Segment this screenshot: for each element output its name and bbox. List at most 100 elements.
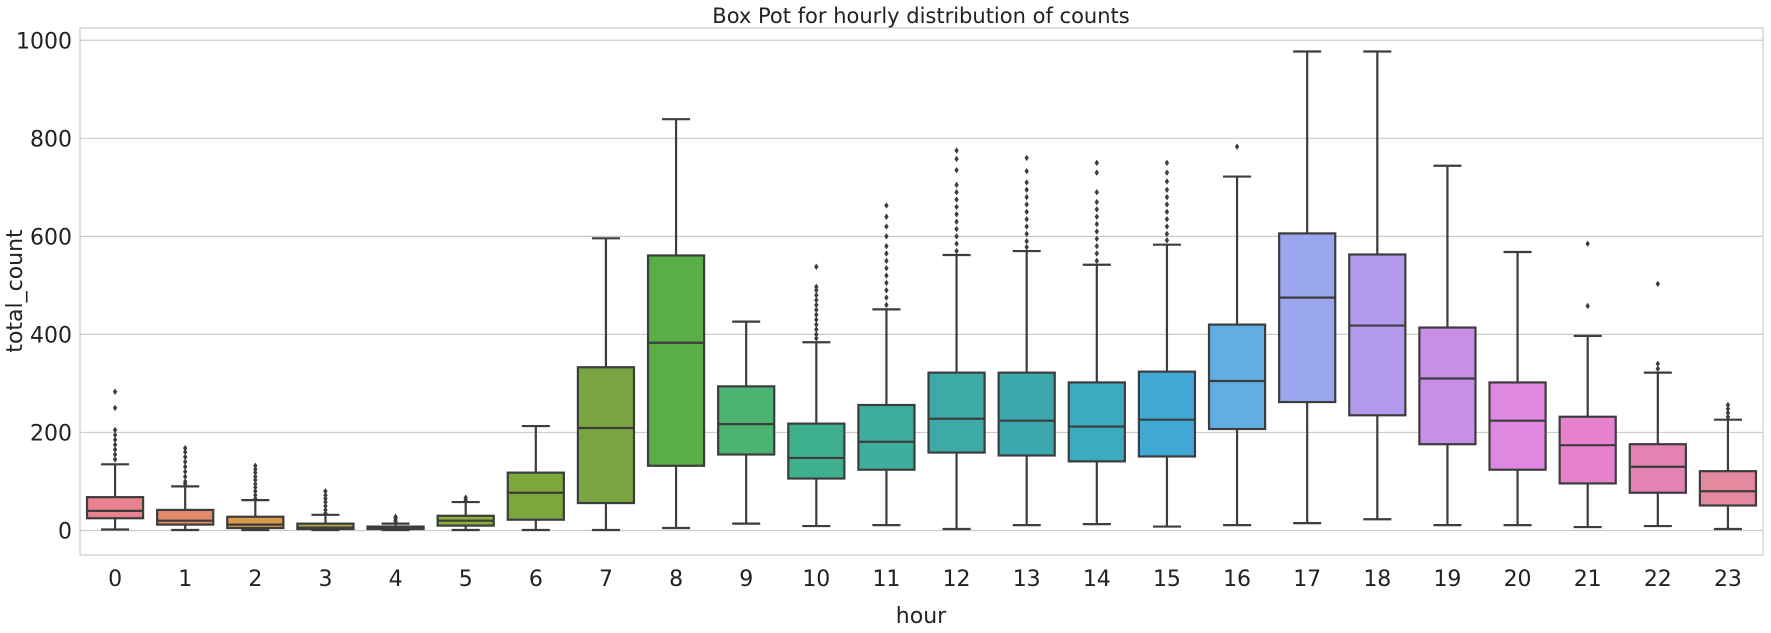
outlier-point xyxy=(1094,213,1100,220)
outlier-point xyxy=(814,291,819,299)
y-tick-label: 1000 xyxy=(16,29,72,54)
outlier-point xyxy=(1094,235,1100,242)
box-hour-4 xyxy=(366,513,425,532)
box-hour-13 xyxy=(997,154,1056,527)
outlier-point xyxy=(253,480,258,488)
y-tick-label: 400 xyxy=(30,323,72,348)
outlier-point xyxy=(1094,242,1100,250)
outlier-point xyxy=(884,279,889,287)
box-hour-3 xyxy=(296,488,355,532)
outlier-point xyxy=(1094,228,1100,235)
box-hour-1 xyxy=(156,444,215,532)
box-iqr xyxy=(857,403,916,471)
outlier-point xyxy=(1164,178,1170,185)
outlier-point xyxy=(814,296,819,304)
x-tick-label: 13 xyxy=(1013,567,1041,592)
outlier-point xyxy=(1164,159,1170,167)
outlier-point xyxy=(954,155,959,163)
x-tick-label: 17 xyxy=(1293,567,1321,592)
outlier-point xyxy=(814,287,819,294)
outlier-point xyxy=(1164,208,1170,216)
box-iqr xyxy=(787,422,846,480)
outlier-point xyxy=(884,301,889,309)
outlier-point xyxy=(1094,257,1100,265)
outlier-point xyxy=(1094,220,1100,228)
outlier-point xyxy=(814,326,819,333)
outlier-point xyxy=(253,466,258,473)
box-iqr xyxy=(85,496,145,520)
outlier-point xyxy=(1655,280,1661,288)
box-iqr xyxy=(927,371,986,454)
outlier-point xyxy=(1024,179,1029,186)
x-tick-label: 16 xyxy=(1223,567,1251,592)
outlier-point xyxy=(1094,250,1100,257)
gridlines xyxy=(80,39,1763,532)
outlier-point xyxy=(954,218,959,225)
outlier-point xyxy=(112,446,118,453)
x-tick-label: 3 xyxy=(318,567,332,592)
x-tick-label: 18 xyxy=(1363,567,1391,592)
x-tick-labels: 0 1 2 3 4 5 6 7 8 9 10 11 12 13 14 15 16 17 18 19 20 21 22 23 xyxy=(108,567,1742,592)
y-tick-label: 600 xyxy=(30,225,72,250)
outlier-point xyxy=(884,202,889,209)
outlier-point xyxy=(1094,198,1100,206)
outlier-point xyxy=(112,431,118,439)
outlier-point xyxy=(884,272,889,279)
outlier-point xyxy=(1725,409,1731,417)
outlier-point xyxy=(1094,159,1100,167)
box-iqr xyxy=(1418,326,1477,446)
outlier-point xyxy=(814,263,819,270)
outlier-point xyxy=(112,451,118,458)
x-tick-label: 9 xyxy=(739,567,753,592)
x-tick-label: 0 xyxy=(108,567,122,592)
outlier-point xyxy=(954,211,959,218)
box-iqr xyxy=(1558,415,1617,485)
outlier-point xyxy=(182,448,188,456)
box-hour-0 xyxy=(85,388,145,531)
box-hour-12 xyxy=(927,147,986,531)
outlier-point xyxy=(1164,186,1170,193)
outlier-point xyxy=(884,223,889,230)
x-tick-label: 14 xyxy=(1083,567,1111,592)
outlier-point xyxy=(814,283,819,291)
outlier-point xyxy=(323,502,328,510)
outlier-point xyxy=(1725,413,1731,420)
outlier-point xyxy=(1024,215,1029,223)
x-tick-label: 11 xyxy=(872,567,900,592)
box-iqr xyxy=(296,522,355,531)
outlier-point xyxy=(1024,243,1029,251)
box-iqr xyxy=(646,254,706,467)
outlier-point xyxy=(884,294,889,301)
outlier-point xyxy=(814,316,819,323)
outlier-point xyxy=(954,181,959,189)
outlier-point xyxy=(182,473,188,480)
box-hour-9 xyxy=(717,320,776,525)
outlier-point xyxy=(1094,189,1100,196)
box-iqr xyxy=(226,515,285,530)
x-tick-label: 10 xyxy=(802,567,830,592)
box-hour-23 xyxy=(1698,401,1758,531)
outlier-point xyxy=(323,488,328,495)
outlier-point xyxy=(1655,360,1661,368)
x-tick-label: 15 xyxy=(1153,567,1181,592)
x-tick-label: 6 xyxy=(529,567,543,592)
box-iqr xyxy=(997,371,1056,457)
outlier-point xyxy=(253,495,258,502)
outlier-point xyxy=(182,478,188,485)
outlier-point xyxy=(1024,208,1029,216)
box-iqr xyxy=(1348,253,1407,417)
outlier-point xyxy=(253,491,258,499)
y-tick-labels: 0 200 400 600 800 1000 xyxy=(16,29,72,544)
box-hour-19 xyxy=(1418,164,1477,527)
outlier-point xyxy=(112,456,118,463)
outlier-point xyxy=(1094,169,1100,176)
outlier-point xyxy=(884,250,889,257)
outlier-point xyxy=(253,469,258,476)
outlier-point xyxy=(954,240,959,247)
outlier-point xyxy=(954,189,959,196)
outlier-point xyxy=(1655,365,1661,372)
box-hour-22 xyxy=(1628,280,1687,528)
box-hour-6 xyxy=(506,424,565,532)
outlier-point xyxy=(814,311,819,318)
